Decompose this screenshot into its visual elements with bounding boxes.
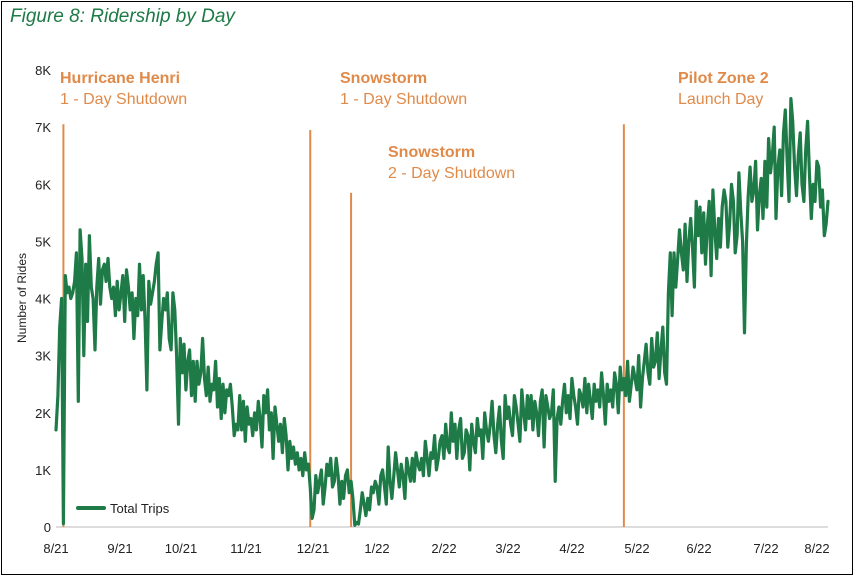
annotation-title: Snowstorm bbox=[340, 70, 427, 87]
figure-title: Figure 8: Ridership by Day bbox=[10, 6, 235, 27]
y-tick-label: 2K bbox=[35, 406, 51, 421]
annotation-subtitle: 2 - Day Shutdown bbox=[388, 165, 515, 182]
y-tick-label: 6K bbox=[35, 177, 51, 192]
annotation-subtitle: 1 - Day Shutdown bbox=[60, 91, 187, 108]
y-tick-label: 5K bbox=[35, 234, 51, 249]
x-tick-label: 4/22 bbox=[559, 541, 584, 556]
x-tick-label: 9/21 bbox=[107, 541, 132, 556]
annotation-subtitle: 1 - Day Shutdown bbox=[340, 91, 467, 108]
y-tick-label: 1K bbox=[35, 463, 51, 478]
series-line-total-trips bbox=[54, 97, 830, 527]
x-tick-label: 2/22 bbox=[431, 541, 456, 556]
x-tick-label: 11/21 bbox=[230, 541, 262, 556]
x-tick-label: 10/21 bbox=[165, 541, 198, 556]
y-axis-label: Number of Rides bbox=[15, 253, 29, 343]
x-tick-label: 12/21 bbox=[297, 541, 330, 556]
legend-label: Total Trips bbox=[110, 501, 170, 516]
annotation-title: Pilot Zone 2 bbox=[678, 70, 769, 87]
annotation-subtitle: Launch Day bbox=[678, 91, 763, 108]
annotation-title: Snowstorm bbox=[388, 144, 475, 161]
x-tick-label: 8/21 bbox=[43, 541, 68, 556]
x-tick-label: 5/22 bbox=[624, 541, 649, 556]
y-tick-label: 3K bbox=[35, 349, 51, 364]
y-tick-label: 4K bbox=[35, 292, 51, 307]
annotation-title: Hurricane Henri bbox=[60, 70, 180, 87]
x-tick-label: 3/22 bbox=[495, 541, 520, 556]
y-tick-label: 0 bbox=[44, 520, 51, 535]
y-tick-label: 7K bbox=[35, 120, 51, 135]
x-tick-label: 8/22 bbox=[804, 541, 829, 556]
x-tick-label: 7/22 bbox=[753, 541, 778, 556]
x-tick-label: 1/22 bbox=[364, 541, 389, 556]
x-tick-label: 6/22 bbox=[686, 541, 711, 556]
y-tick-label: 8K bbox=[35, 63, 51, 78]
